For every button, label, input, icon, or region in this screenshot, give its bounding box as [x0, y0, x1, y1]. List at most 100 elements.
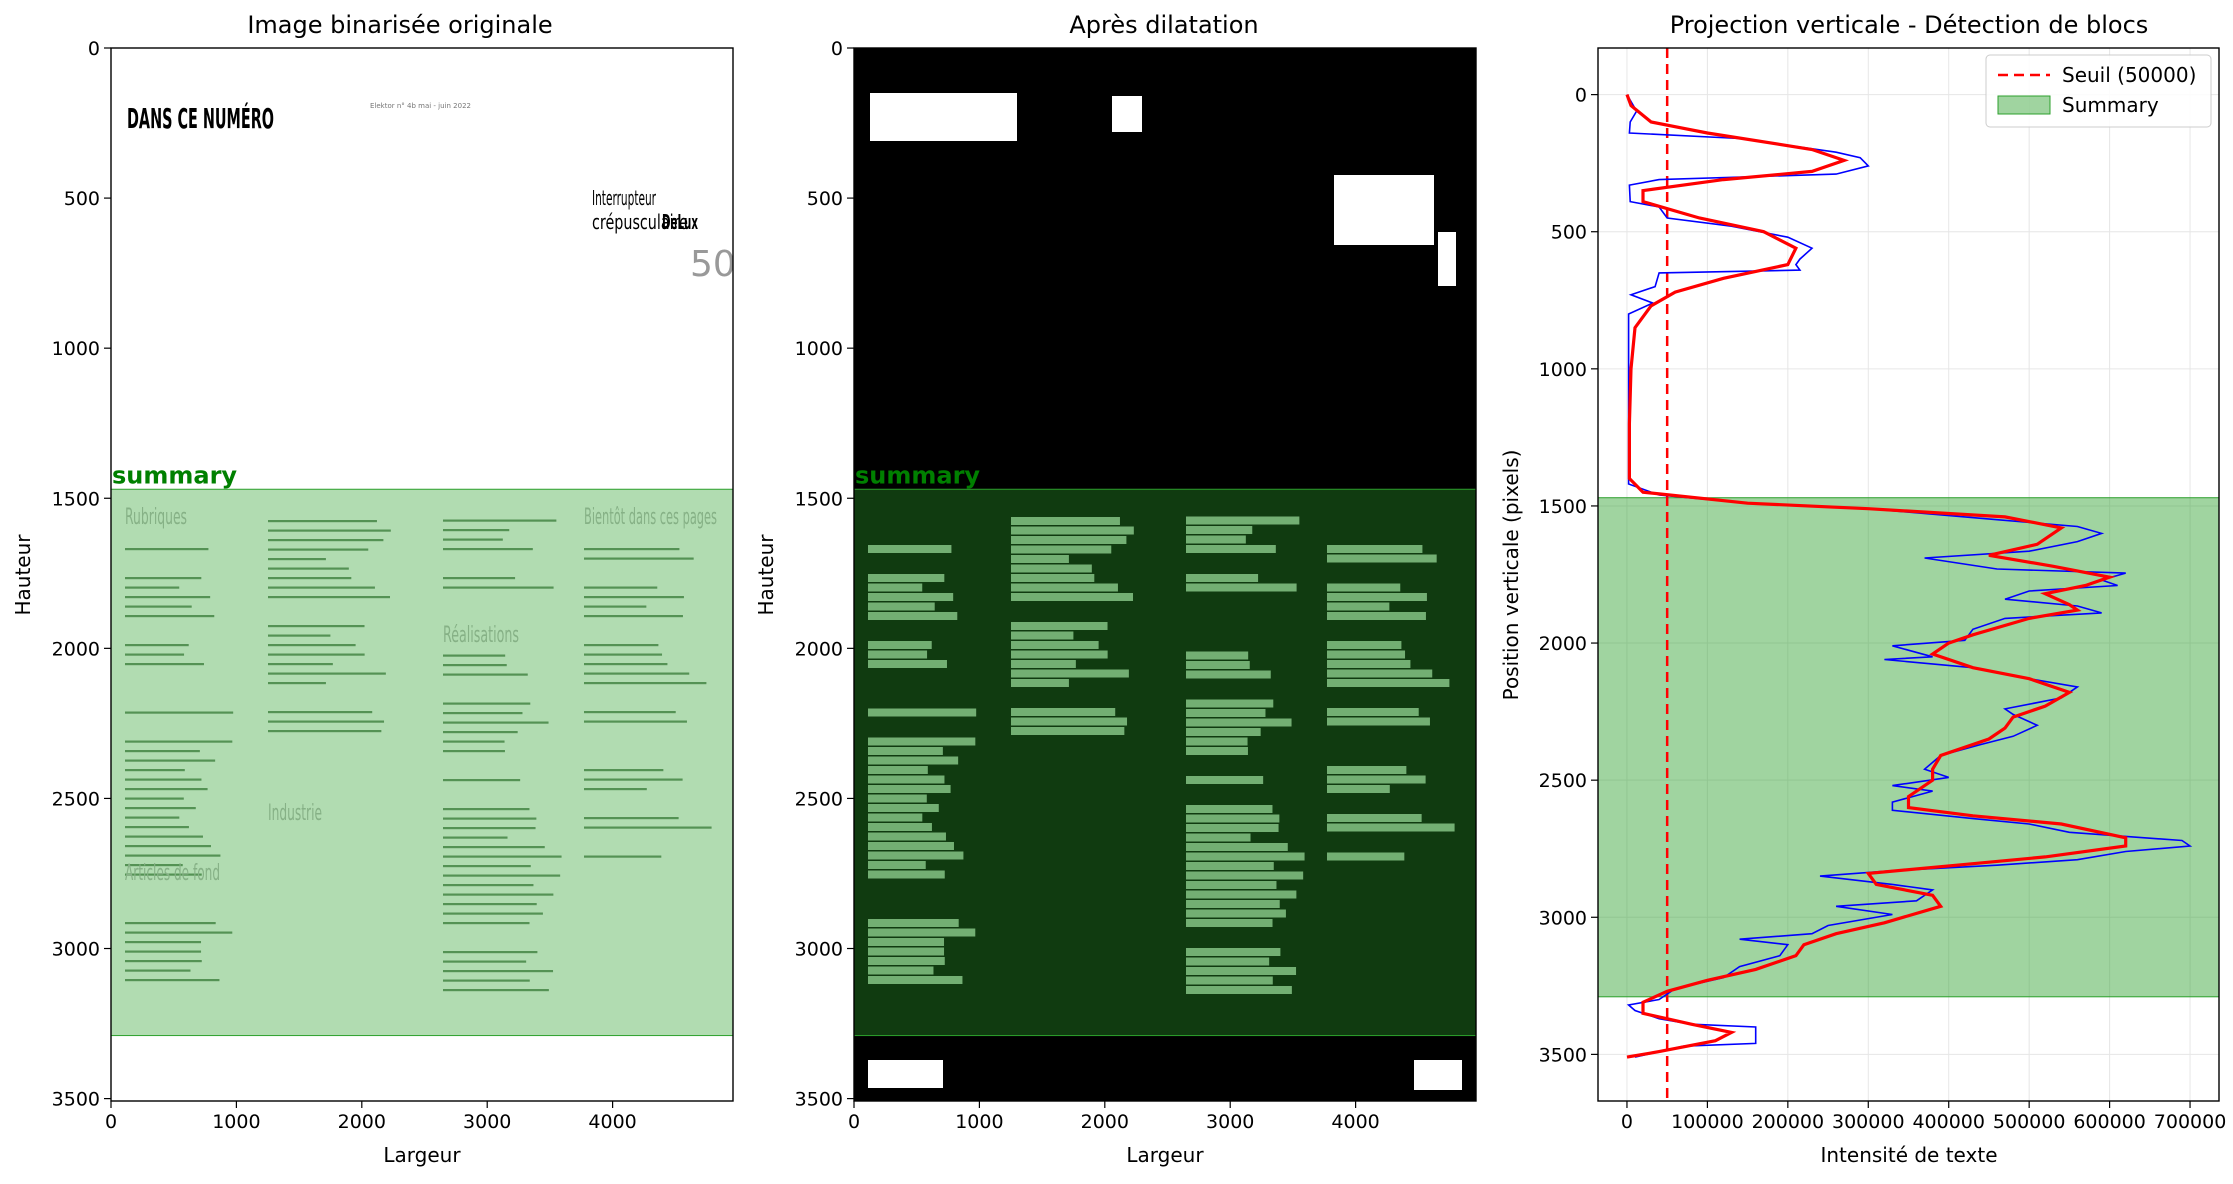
dilated-text-blob: [868, 708, 977, 717]
text-line: [268, 663, 333, 666]
text-line: [268, 730, 382, 733]
text-line: [125, 615, 215, 618]
dilated-header-blob: [870, 93, 1017, 141]
text-line: [443, 951, 538, 954]
text-line: [443, 865, 531, 868]
legend-threshold-label: Seuil (50000): [2062, 63, 2196, 87]
text-line: [125, 950, 202, 953]
text-line: [125, 644, 189, 647]
text-line: [584, 720, 687, 723]
y-tick-label: 1500: [1539, 496, 1587, 518]
summary-overlay-dilated: [853, 488, 1477, 1037]
y-tick-label: 2000: [795, 638, 843, 660]
y-tick-label: 2500: [1539, 770, 1587, 792]
dilated-text-blob: [868, 851, 964, 860]
panel-original-xlabel: Largeur: [383, 1143, 461, 1167]
text-line: [584, 672, 690, 675]
dilated-text-blob: [1011, 622, 1108, 630]
x-tick-label: 100000: [1671, 1111, 1744, 1133]
text-line: [443, 702, 531, 705]
text-line: [125, 711, 234, 714]
text-line: [584, 682, 707, 685]
dilated-text-blob: [1186, 535, 1246, 544]
text-line: [584, 644, 659, 647]
dilated-text-blob: [1327, 554, 1437, 563]
dilated-text-blob: [1011, 641, 1099, 649]
dilated-text-blob: [1011, 708, 1116, 716]
text-line: [584, 778, 683, 781]
dilated-text-blob: [868, 976, 963, 984]
text-line: [443, 979, 530, 982]
dilated-header-blob: [868, 1060, 943, 1088]
dilated-text-blob: [868, 660, 947, 668]
dilated-text-blob: [868, 785, 951, 793]
text-line: [125, 750, 200, 753]
dilated-text-blob: [1186, 776, 1264, 784]
text-line: [443, 817, 537, 820]
x-tick-label: 0: [105, 1111, 117, 1133]
dilated-text-blob: [1186, 805, 1273, 813]
panel-projection: Projection verticale - Détection de bloc…: [1499, 11, 2226, 1167]
y-tick-label: 3000: [795, 939, 843, 961]
text-line: [125, 816, 180, 819]
dilated-text-blob: [1011, 583, 1118, 592]
dilated-text-blob: [1186, 909, 1286, 918]
text-line: [584, 826, 712, 829]
y-tick-label: 3500: [795, 1089, 843, 1111]
dilated-text-blob: [1011, 727, 1125, 735]
dilated-text-blob: [1186, 661, 1250, 669]
panel-projection-xlabel: Intensité de texte: [1820, 1143, 1997, 1167]
dilated-text-blob: [1186, 824, 1279, 832]
dilated-text-blob: [1327, 775, 1426, 784]
text-line: [584, 615, 683, 618]
page-background: [111, 48, 733, 1101]
dilated-text-blob: [868, 747, 943, 755]
dilated-text-blob: [868, 775, 945, 784]
text-line: [443, 922, 530, 925]
col3-heading: Réalisations: [443, 623, 519, 648]
y-tick-label: 500: [1551, 222, 1587, 244]
text-line: [268, 672, 386, 675]
dilated-text-blob: [1186, 737, 1248, 746]
panel-dilated-x-ticks: 0 1000 2000 3000 4000: [848, 1101, 1380, 1133]
dilated-text-blob: [1186, 516, 1300, 525]
dilated-text-blob: [868, 823, 932, 831]
dilated-text-blob: [1011, 545, 1112, 554]
text-line: [443, 750, 505, 753]
dilated-text-blob: [1186, 545, 1276, 553]
text-line: [268, 596, 391, 599]
x-tick-label: 0: [1621, 1111, 1633, 1133]
text-line: [584, 769, 664, 772]
dilated-text-blob: [1327, 545, 1423, 553]
dilated-text-blob: [1186, 709, 1266, 717]
x-tick-label: 3000: [463, 1111, 511, 1133]
text-line: [125, 941, 202, 944]
text-line: [268, 577, 352, 580]
dilated-text-blob: [1011, 669, 1129, 678]
x-tick-label: 0: [848, 1111, 860, 1133]
text-line: [268, 567, 349, 570]
text-line: [125, 826, 189, 829]
dilated-text-blob: [1011, 717, 1128, 726]
text-line: [125, 605, 192, 608]
dilated-text-blob: [1011, 593, 1134, 601]
text-line: [268, 634, 331, 637]
panel-projection-ylabel: Position verticale (pixels): [1499, 450, 1523, 701]
dilated-text-blob: [1011, 536, 1127, 544]
page-number: 50: [690, 244, 736, 285]
dilated-text-blob: [1186, 890, 1297, 899]
dilated-text-blob: [1186, 871, 1304, 880]
text-line: [268, 539, 384, 542]
x-tick-label: 1000: [212, 1111, 260, 1133]
y-tick-label: 3000: [1539, 907, 1587, 929]
dilated-text-blob: [1186, 526, 1253, 534]
text-line: [125, 845, 211, 848]
text-line: [125, 788, 208, 791]
text-line: [125, 778, 202, 781]
panel-dilated-y-ticks: 0 500 1000 1500 2000 2500 3000 3500: [795, 38, 854, 1111]
y-tick-label: 1500: [52, 488, 100, 510]
text-line: [268, 625, 365, 628]
text-line: [268, 720, 385, 723]
dilated-text-blob: [1011, 679, 1069, 687]
dilated-text-blob: [868, 650, 928, 659]
